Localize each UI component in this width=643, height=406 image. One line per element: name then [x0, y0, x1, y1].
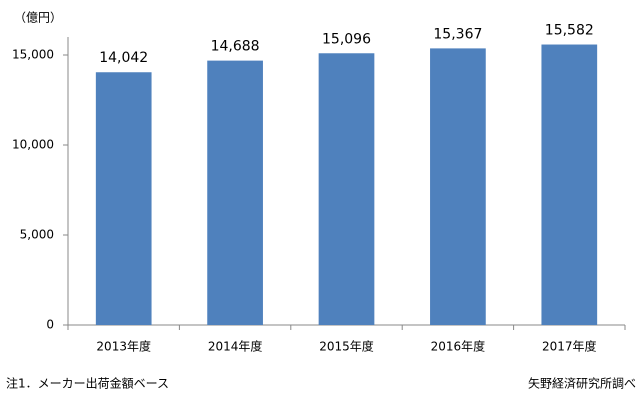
x-tick-label: 2014年度 — [208, 339, 263, 354]
bar — [207, 60, 263, 326]
y-tick-label: 10,000 — [12, 138, 54, 152]
value-label: 15,582 — [545, 23, 594, 39]
bar — [95, 72, 152, 325]
value-label: 14,688 — [211, 39, 260, 55]
value-label: 15,367 — [433, 26, 482, 42]
value-label: 14,042 — [99, 50, 148, 66]
unit-label: （億円） — [14, 11, 62, 25]
x-tick-label: 2016年度 — [431, 339, 486, 354]
bar — [318, 53, 375, 325]
x-tick-label: 2017年度 — [542, 339, 597, 354]
value-label: 15,096 — [322, 31, 371, 47]
y-tick-label: 0 — [46, 318, 54, 332]
x-tick-label: 2013年度 — [96, 339, 151, 354]
bar — [541, 44, 598, 326]
bar — [430, 48, 486, 325]
note: 注1．メーカー出荷金額ベース — [6, 376, 169, 391]
y-tick-label: 5,000 — [20, 228, 54, 242]
y-tick-label: 15,000 — [12, 48, 54, 62]
x-tick-label: 2015年度 — [319, 339, 374, 354]
source: 矢野経済研究所調べ — [528, 376, 636, 391]
